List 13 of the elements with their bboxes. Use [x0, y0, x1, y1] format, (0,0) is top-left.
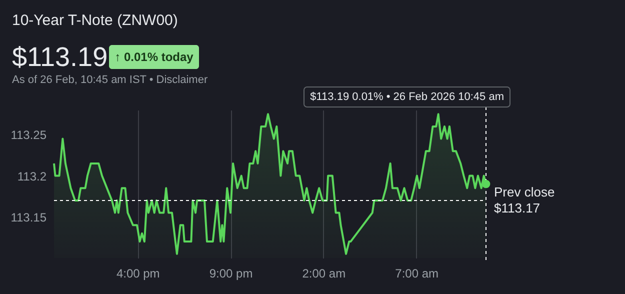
- text: $113.19 0.01% • 26 Feb 2026 10:45 am: [310, 91, 504, 103]
- text: As of 26 Feb, 10:45 am IST • Disclaimer: [12, 74, 208, 86]
- ref-line-label: Prev close $113.17: [494, 184, 555, 216]
- chart-title: 10-Year T-Note (ZNW00): [12, 12, 178, 29]
- x-tick-label: 9:00 pm: [209, 266, 253, 280]
- x-tick-label: 7:00 am: [395, 266, 439, 280]
- y-tick-label: 113.2: [17, 169, 47, 184]
- x-tick-label: 4:00 pm: [116, 266, 160, 280]
- y-tick-label: 113.15: [10, 210, 47, 224]
- text: ↑ 0.01% today: [114, 50, 194, 64]
- x-tick-label: 2:00 am: [302, 266, 346, 280]
- y-tick-label: 113.25: [10, 128, 47, 142]
- chart-subtitle: $113.19: [12, 42, 108, 72]
